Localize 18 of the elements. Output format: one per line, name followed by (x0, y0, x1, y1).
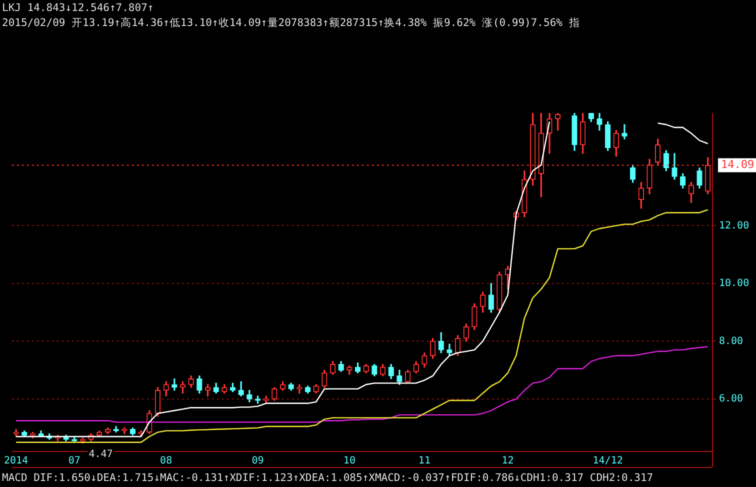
ref-line-label: 14.09 (721, 158, 754, 172)
x-tick-label: 11 (418, 456, 430, 467)
y-tick-label: 12.00 (719, 220, 750, 232)
text: LKJ 14.843↓12.546↑7.807↑ (2, 2, 154, 14)
x-tick-label: 10 (343, 456, 356, 467)
annotation: 4.47 (88, 448, 113, 460)
text: 2015/02/09 开13.19↑高14.36↑低13.10↑收14.09↑量2078383↑额287315↑换4.38% 振9.62% 涨(0.99)7.56% 指 (2, 16, 580, 30)
candlestick (622, 124, 628, 140)
x-tick-label: 07 (68, 456, 80, 467)
text: MACD DIF:1.650↓DEA:1.715↓MAC:-0.131↑XDIF:1.123↑XDEA:1.085↑XMACD:-0.037↑FDIF:0.786↓CDH1:0.317 CDH2:0.317 (2, 472, 654, 484)
x-tick-label: 12 (502, 456, 514, 467)
x-tick-label: 09 (252, 456, 264, 467)
y-tick-label: 6.00 (719, 394, 744, 405)
y-tick-label: 8.00 (719, 336, 744, 347)
y-tick-label: 10.00 (719, 278, 750, 290)
x-tick-label: 2014 (4, 456, 28, 467)
x-tick-label: 08 (160, 456, 172, 467)
x-tick-label: 14/12 (592, 456, 623, 467)
